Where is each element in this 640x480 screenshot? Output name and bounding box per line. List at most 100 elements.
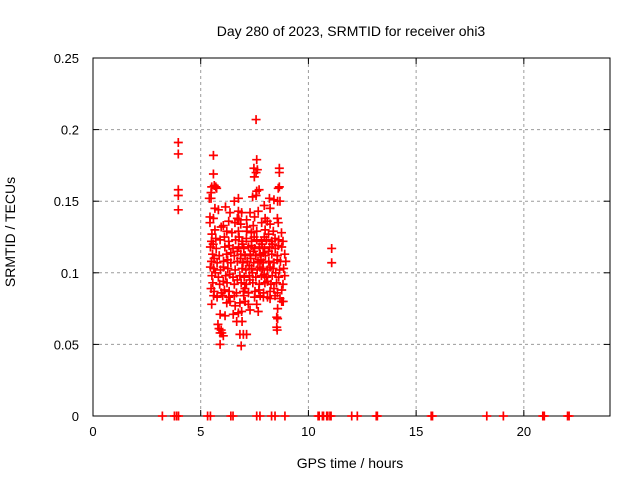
data-point [372,411,382,421]
data-point [234,242,244,252]
data-point [242,256,252,266]
data-point [253,206,263,216]
data-point [247,264,257,274]
data-point [564,411,574,421]
data-point [274,272,284,282]
x-tick-label: 10 [301,424,315,439]
data-point [235,329,245,339]
data-point [280,249,290,259]
data-point [248,278,258,288]
y-tick-label: 0.15 [54,194,79,209]
y-tick-label: 0.1 [61,266,79,281]
data-point [277,242,287,252]
data-point [225,208,235,218]
data-point [352,411,362,421]
data-point [173,205,183,215]
data-point [215,339,225,349]
data-point [272,213,282,223]
data-point [264,193,274,203]
data-point [237,316,247,326]
data-point [427,411,437,421]
data-point [248,221,258,231]
data-point [239,291,249,301]
data-point [229,251,239,261]
data-point [222,298,232,308]
y-tick-labels: 0 0.05 0.1 0.15 0.2 0.25 [54,51,79,424]
data-point [241,279,251,289]
data-point [222,249,232,259]
data-point [213,272,223,282]
data-point [223,264,233,274]
data-point [270,291,280,301]
data-point [205,218,215,228]
data-point [253,306,263,316]
data-point [260,278,270,288]
data-point [281,256,291,266]
data-point [251,251,261,261]
x-tick-label: 5 [197,424,204,439]
data-point [205,411,215,421]
data-point [157,411,167,421]
gridlines [93,58,610,416]
data-point [212,183,222,193]
data-point [208,278,218,288]
data-point [239,272,249,282]
data-point [222,278,232,288]
data-point [280,271,290,281]
data-point [215,309,225,319]
data-point [277,296,287,306]
data-point [235,298,245,308]
data-point [274,168,284,178]
data-point [207,299,217,309]
data-point [226,258,236,268]
x-tick-label: 15 [409,424,423,439]
data-point [278,279,288,289]
data-point [273,196,283,206]
data-point [327,258,337,268]
data-point [249,172,259,182]
y-tick-label: 0 [72,409,79,424]
data-point [220,311,230,321]
data-point [208,169,218,179]
data-point [268,226,278,236]
data-point [237,306,247,316]
data-point [221,271,231,281]
data-point [229,291,239,301]
data-point [215,279,225,289]
data-point [280,411,290,421]
data-point [173,190,183,200]
data-point [206,193,216,203]
data-point [262,272,272,282]
data-point [265,203,275,213]
data-point [236,341,246,351]
data-point [270,411,280,421]
data-point [228,309,238,319]
data-point [229,279,239,289]
data-point [248,192,258,202]
data-point [216,222,226,232]
data-point [230,301,240,311]
data-point [257,218,267,228]
data-point [230,265,240,275]
y-tick-label: 0.05 [54,337,79,352]
data-point [230,218,240,228]
data-point [208,249,218,259]
data-point [256,271,266,281]
data-point [237,264,247,274]
data-point [249,258,259,268]
data-point [279,264,289,274]
x-axis-label: GPS time / hours [297,455,404,471]
data-point [211,243,221,253]
data-point [216,265,226,275]
data-point [251,272,261,282]
data-point [250,292,260,302]
data-point [231,235,241,245]
data-point [267,249,277,259]
data-point [174,411,184,421]
data-point [173,137,183,147]
data-point [251,168,261,178]
data-point [252,235,262,245]
x-tick-labels: 0 5 10 15 20 [89,424,531,439]
data-point [269,258,279,268]
